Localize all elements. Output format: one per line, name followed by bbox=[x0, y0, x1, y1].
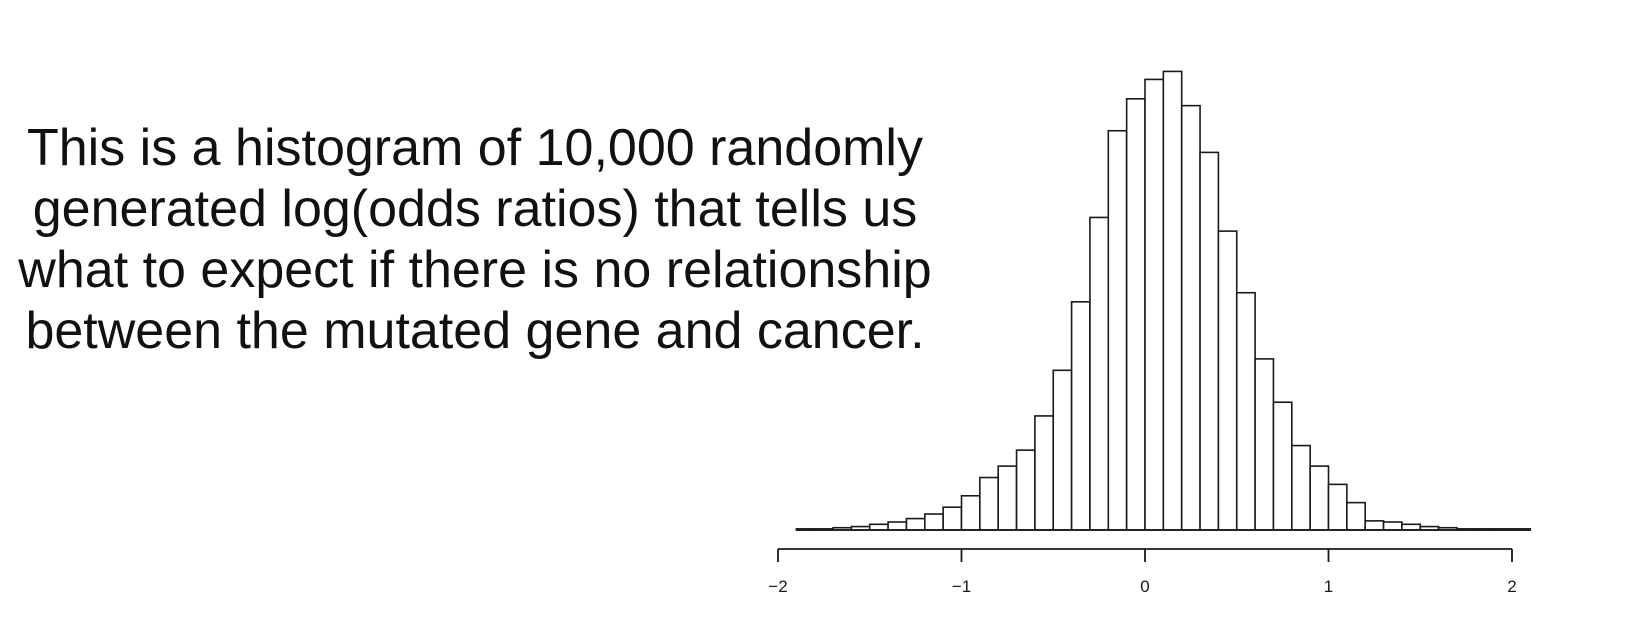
x-axis-tick-label: −2 bbox=[768, 577, 787, 596]
caption-line-2: generated log(odds ratios) that tells us bbox=[32, 180, 918, 238]
x-axis-tick-label: 2 bbox=[1507, 577, 1516, 596]
histogram-bar bbox=[1327, 483, 1348, 531]
histogram-bar bbox=[1217, 230, 1238, 531]
histogram-bar bbox=[1144, 78, 1165, 531]
histogram-bar bbox=[1180, 104, 1201, 531]
histogram-bar bbox=[1199, 151, 1220, 531]
histogram-bar bbox=[1089, 216, 1110, 531]
histogram-bar bbox=[997, 465, 1018, 531]
x-axis-tick-label: −1 bbox=[952, 577, 971, 596]
histogram-bar bbox=[1346, 501, 1366, 531]
histogram-bar bbox=[887, 521, 908, 531]
histogram-bar bbox=[905, 517, 926, 531]
histogram-bar bbox=[1309, 465, 1330, 531]
histogram-bar bbox=[1034, 415, 1055, 531]
histogram-bar bbox=[942, 506, 963, 531]
histogram-bar bbox=[923, 513, 944, 531]
caption-line-4: between the mutated gene and cancer. bbox=[25, 302, 925, 360]
histogram-bar bbox=[1125, 98, 1146, 531]
caption-text: This is a histogram of 10,000 randomly g… bbox=[0, 118, 950, 362]
histogram-bar bbox=[1107, 129, 1128, 531]
histogram-bar bbox=[1235, 291, 1256, 531]
histogram-bar bbox=[1291, 444, 1311, 531]
x-axis-tick-label: 0 bbox=[1140, 577, 1149, 596]
caption-line-1: This is a histogram of 10,000 randomly bbox=[27, 119, 923, 177]
histogram-bar bbox=[1272, 401, 1293, 531]
histogram-bar bbox=[1254, 358, 1275, 531]
histogram-bar bbox=[960, 494, 981, 531]
histogram-bar bbox=[1052, 369, 1073, 531]
x-axis-tick-label: 1 bbox=[1324, 577, 1333, 596]
histogram-bar bbox=[1015, 449, 1036, 531]
histogram-bar bbox=[979, 476, 999, 531]
x-axis-ticks: −2 −1 0 1 2 bbox=[768, 549, 1517, 596]
histogram-bars bbox=[795, 70, 1532, 531]
histogram-bar bbox=[1364, 520, 1385, 531]
histogram-bar bbox=[1070, 301, 1091, 531]
histogram-bar bbox=[1162, 70, 1183, 531]
histogram-bar bbox=[1382, 521, 1403, 531]
caption-line-3: what to expect if there is no relationsh… bbox=[18, 241, 932, 299]
